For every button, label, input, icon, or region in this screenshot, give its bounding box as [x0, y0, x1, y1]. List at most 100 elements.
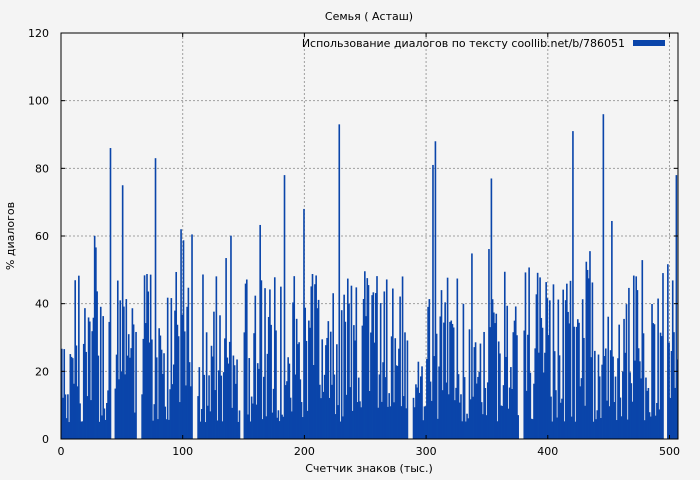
bar [600, 417, 602, 439]
bar [320, 398, 322, 439]
bar [404, 332, 406, 439]
bar [447, 394, 450, 439]
bar [622, 371, 624, 439]
bar [91, 331, 94, 439]
bar [376, 276, 378, 439]
bar [384, 377, 387, 439]
bar [576, 319, 579, 439]
bar [299, 379, 302, 439]
bar [174, 310, 176, 439]
bar [429, 381, 432, 439]
bar [483, 331, 485, 439]
bar [385, 279, 388, 439]
bar [510, 367, 512, 439]
bar [205, 332, 208, 439]
bar [269, 289, 271, 439]
bar [147, 291, 150, 439]
bar [435, 333, 438, 439]
bar [587, 278, 590, 439]
bar [540, 317, 543, 439]
bar [82, 343, 85, 439]
x-tick-label: 500 [659, 445, 680, 458]
bar [75, 345, 78, 439]
bar [340, 310, 343, 439]
bar [86, 396, 89, 439]
bar [370, 332, 372, 439]
bar [344, 321, 347, 439]
bar [401, 276, 404, 439]
bar [260, 280, 263, 439]
bar [623, 318, 625, 439]
bar [252, 403, 254, 439]
bar [440, 290, 443, 439]
bar [76, 386, 79, 439]
bar [357, 377, 360, 439]
bar [393, 402, 395, 439]
bar [366, 278, 369, 439]
bar [658, 409, 661, 439]
bar [645, 377, 647, 439]
bar [542, 372, 545, 439]
bar [146, 274, 148, 439]
bar [197, 396, 199, 439]
bar [486, 382, 489, 439]
bar [423, 406, 426, 439]
bar [484, 388, 487, 439]
bar [652, 323, 655, 439]
bar [125, 299, 128, 439]
bar [176, 324, 179, 439]
bar [535, 294, 538, 439]
bar [569, 280, 572, 439]
bar [305, 340, 308, 439]
bar [270, 324, 272, 439]
bar [359, 401, 361, 439]
bar [349, 387, 352, 439]
bar [390, 336, 393, 439]
bar [275, 330, 277, 439]
bar [631, 401, 634, 439]
bar [392, 288, 394, 439]
bar [254, 295, 257, 439]
bar [479, 343, 482, 439]
x-tick-label: 100 [172, 445, 193, 458]
bar [445, 382, 448, 439]
bar [536, 272, 539, 439]
bar [422, 420, 425, 439]
bar [303, 208, 305, 439]
bar [162, 373, 164, 439]
bar [203, 374, 206, 439]
bar [102, 316, 104, 439]
bar [329, 331, 332, 439]
bar [163, 353, 165, 439]
bar [293, 276, 296, 439]
bar [354, 340, 356, 439]
bar [165, 419, 168, 439]
bar [506, 305, 509, 439]
bar [618, 324, 620, 439]
bar [323, 374, 326, 439]
bar [148, 342, 151, 439]
bar [525, 390, 528, 439]
bar [460, 394, 462, 439]
bar [578, 322, 580, 439]
bar [356, 402, 359, 439]
bar [657, 298, 659, 439]
bar [250, 396, 253, 439]
bar [322, 391, 325, 439]
bar [151, 339, 153, 439]
bar [235, 383, 237, 439]
bar [256, 363, 259, 439]
bar [508, 387, 511, 439]
bar [416, 387, 418, 439]
bar [158, 328, 160, 439]
bar [552, 284, 555, 439]
x-tick-label: 300 [416, 445, 437, 458]
bar [306, 410, 309, 439]
bar [427, 306, 429, 439]
bar [399, 296, 401, 439]
bar [227, 363, 230, 439]
bar [377, 407, 380, 439]
bar [170, 298, 173, 439]
bar [426, 359, 428, 439]
